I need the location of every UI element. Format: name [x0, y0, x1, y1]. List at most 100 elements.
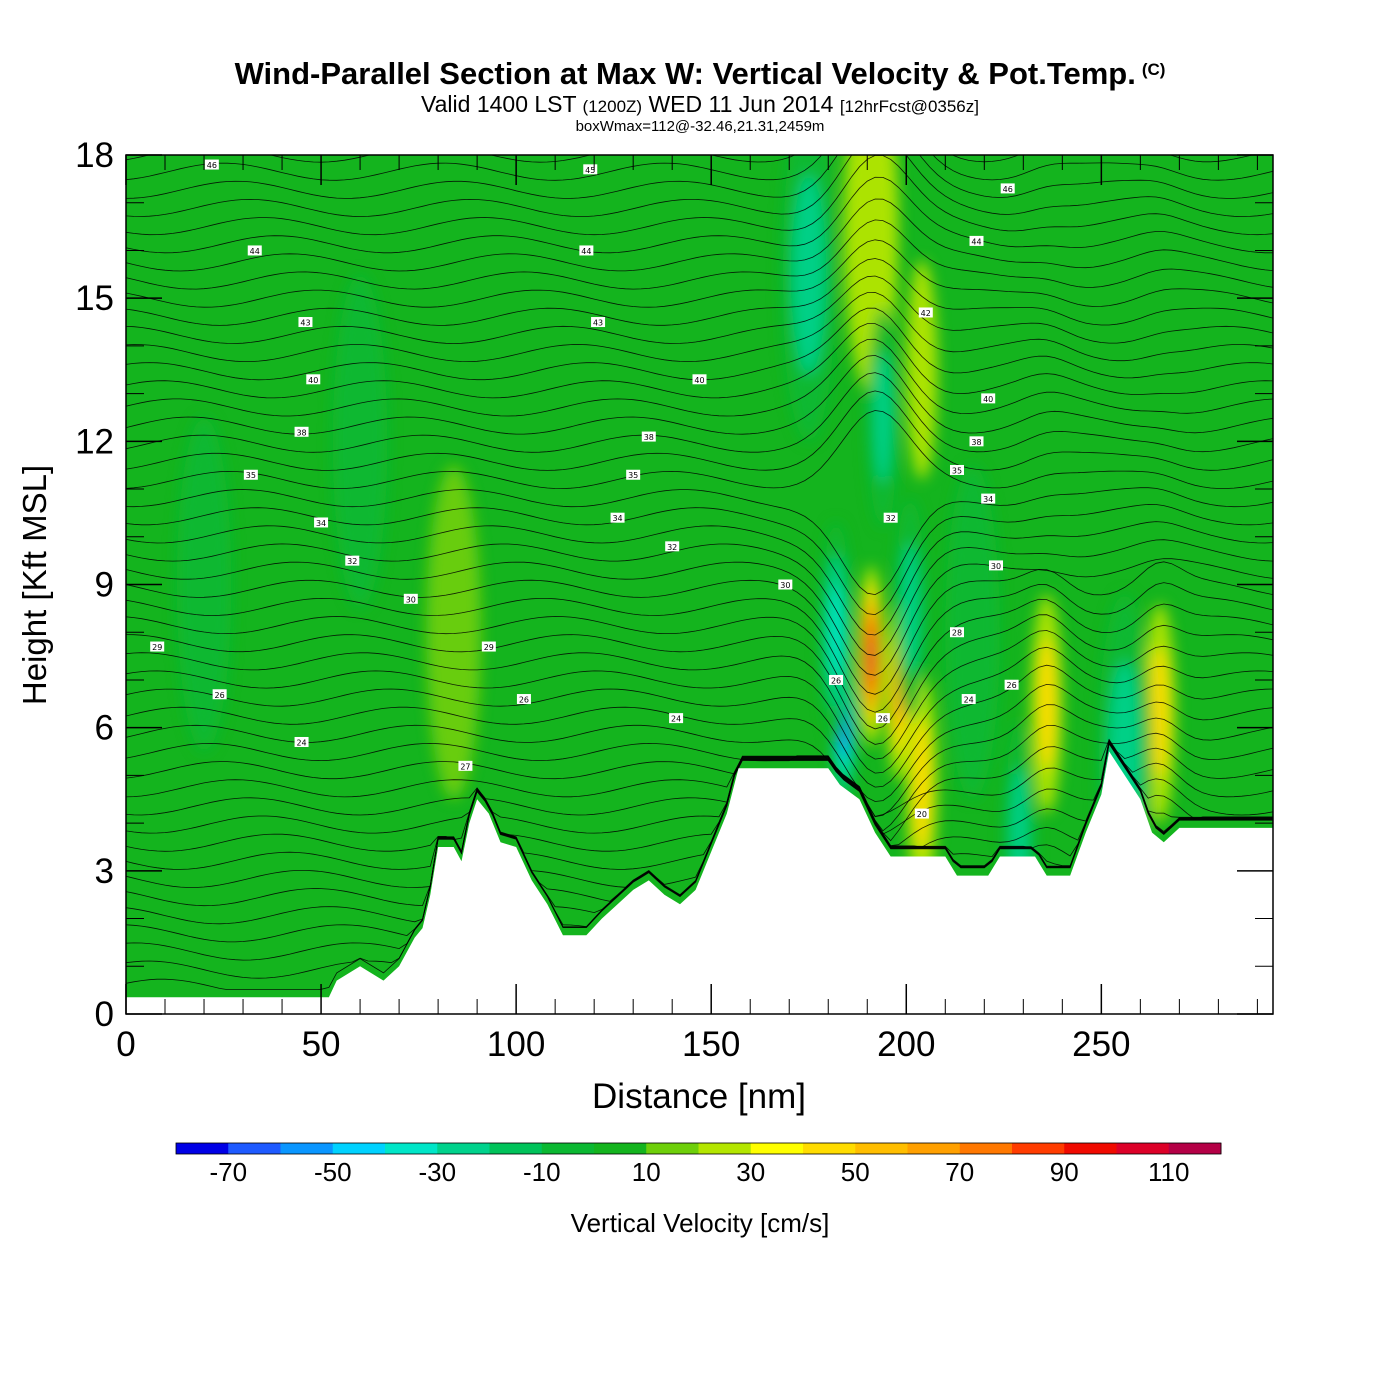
valid-prefix: Valid 1400 LST	[421, 91, 577, 117]
velocity-cell	[829, 585, 843, 680]
colorbar-swatch	[907, 1143, 961, 1154]
contour-label: 44	[250, 247, 260, 256]
isentrope-line	[126, 539, 1273, 656]
isentrope-line	[126, 582, 1273, 713]
y-tick-label: 18	[75, 136, 114, 175]
contour-label: 26	[831, 676, 841, 685]
colorbar-tick-label: 50	[841, 1157, 870, 1187]
velocity-cell	[426, 465, 482, 800]
contour-label: 43	[300, 319, 310, 328]
isentrope-line	[126, 724, 1273, 832]
velocity-cell	[900, 542, 920, 675]
valid-date: WED 11 Jun 2014	[648, 91, 834, 117]
contour-label-box	[981, 393, 996, 404]
isentrope-line	[126, 176, 1273, 254]
contour-label-box	[969, 235, 984, 246]
contour-label: 32	[886, 514, 896, 523]
contour-label-box	[665, 541, 680, 552]
contour-label-box	[583, 164, 598, 175]
colorbar-swatch	[332, 1143, 386, 1154]
contour-label: 28	[952, 629, 962, 638]
contour-label-box	[579, 245, 594, 256]
contour-label-box	[969, 436, 984, 447]
contour-label: 43	[593, 319, 603, 328]
x-tick-label: 50	[302, 1025, 341, 1064]
isentrope-line	[126, 338, 1273, 417]
contour-label: 35	[628, 471, 638, 480]
contour-label: 29	[152, 643, 162, 652]
isentrope-line	[126, 155, 1273, 199]
isentrope-line	[126, 323, 1273, 399]
y-axis-label: Height [Kft MSL]	[16, 465, 53, 705]
contour-label: 30	[780, 581, 790, 590]
contour-label-box	[458, 760, 473, 771]
y-tick-label: 3	[95, 852, 114, 891]
contour-label-box	[829, 674, 844, 685]
contour-label: 20	[917, 810, 927, 819]
colorbar-swatch	[1064, 1143, 1117, 1154]
contour-label-box	[641, 431, 656, 442]
isentrope-line	[126, 561, 1273, 695]
colorbar-swatch	[698, 1143, 752, 1154]
contour-label: 30	[406, 595, 416, 604]
contour-label: 24	[671, 715, 681, 724]
isentrope-line	[126, 630, 1273, 760]
contour-label-box	[626, 469, 641, 480]
axes: 0 50 100 150 200 250 0 3 6 9 12 15 18	[75, 136, 1273, 1064]
isentrope-line	[126, 738, 1273, 842]
terrain-mask	[126, 751, 1273, 1014]
x-tick-label: 150	[682, 1025, 740, 1064]
colorbar-tick-label: 110	[1148, 1157, 1189, 1187]
isentrope-line	[126, 558, 1273, 676]
contour-label-box	[247, 245, 262, 256]
isentrope-line	[126, 372, 1273, 453]
velocity-cell	[176, 417, 232, 752]
title-text: Wind-Parallel Section at Max W: Vertical…	[234, 56, 1136, 91]
isentrope-line	[126, 390, 1273, 471]
isentrope-line	[126, 683, 1273, 802]
x-tick-label: 0	[116, 1025, 135, 1064]
contour-label-box	[883, 512, 898, 523]
contour-label-box	[669, 713, 684, 724]
contour-label-box	[306, 374, 321, 385]
y-tick-label: 6	[95, 709, 114, 748]
x-tick-label: 200	[877, 1025, 935, 1064]
isentrope-line	[126, 598, 1273, 730]
contour-label-box	[212, 689, 227, 700]
contour-label-box	[949, 627, 964, 638]
contour-label: 26	[215, 691, 225, 700]
contour-label: 30	[991, 562, 1001, 571]
colorbar-swatch	[750, 1143, 804, 1154]
colorbar-swatch	[176, 1143, 229, 1154]
isentrope-line	[126, 198, 1273, 272]
contour-label: 46	[207, 161, 217, 170]
colorbar-tick-label: 90	[1050, 1157, 1079, 1187]
isentrope-line	[126, 275, 1273, 344]
contour-label: 26	[519, 696, 529, 705]
velocity-cell	[1037, 637, 1057, 770]
contour-label-box	[610, 512, 625, 523]
contour-labels: 46 45 46 44 44 44 43 43 42 40 40 40 38 38 38 35 35 35 34 34…	[150, 159, 1019, 819]
isentrope-line	[126, 354, 1273, 435]
isentrope-line	[126, 155, 1273, 218]
contour-label-box	[875, 713, 890, 724]
colorbar-frame	[175, 1142, 1222, 1155]
contour-label: 46	[1003, 185, 1013, 194]
y-tick-label: 0	[95, 995, 114, 1034]
contour-label-box	[981, 493, 996, 504]
contour-label-box	[294, 426, 309, 437]
colorbar-tick-label: -70	[209, 1157, 247, 1187]
isentrope-line	[126, 646, 1273, 774]
contour-label: 35	[246, 471, 256, 480]
valid-utc: (1200Z)	[582, 97, 643, 116]
contour-label: 38	[971, 438, 981, 447]
isentrope-line	[126, 739, 1273, 847]
isentrope-line	[126, 521, 1273, 636]
x-tick-label: 100	[487, 1025, 545, 1064]
colorbar-tick-label: 70	[945, 1157, 974, 1187]
copyright-mark: (C)	[1141, 60, 1166, 79]
isentrope-line	[126, 155, 1273, 181]
y-tick-label: 9	[95, 566, 114, 605]
isentrope-line	[126, 219, 1273, 290]
contour-label: 24	[296, 738, 306, 747]
